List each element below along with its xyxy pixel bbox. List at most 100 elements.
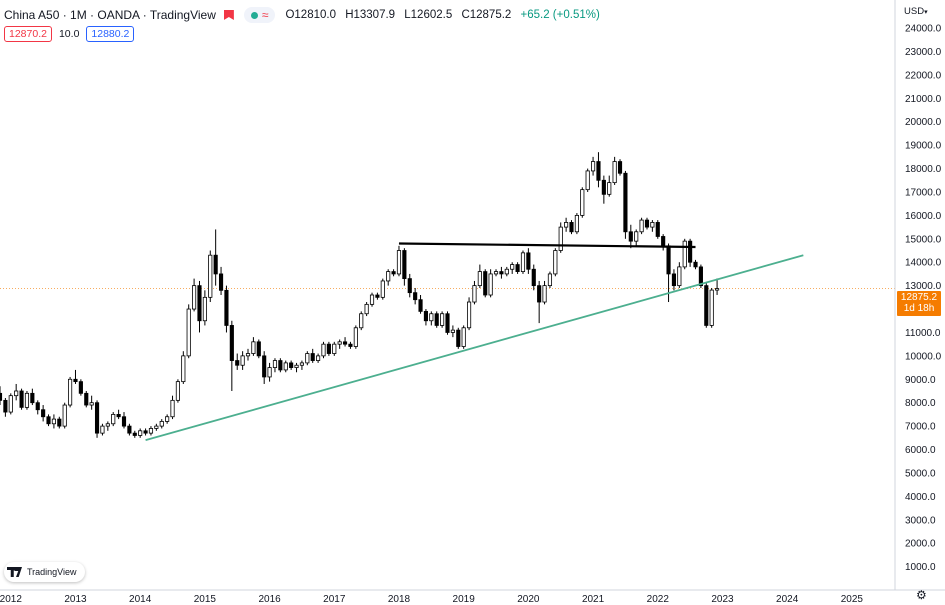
price-tick-label[interactable]: 6000.0 <box>905 445 936 456</box>
candle[interactable] <box>51 414 56 429</box>
candle[interactable] <box>192 278 197 312</box>
candle[interactable] <box>677 262 682 288</box>
candle[interactable] <box>310 348 315 363</box>
candle[interactable] <box>78 379 83 396</box>
price-tick-label[interactable]: 15000.0 <box>905 234 942 245</box>
ask-price-button[interactable]: 12880.2 <box>86 26 135 42</box>
candle[interactable] <box>693 259 698 270</box>
candle[interactable] <box>704 283 709 328</box>
price-tick-label[interactable]: 3000.0 <box>905 515 936 526</box>
price-tick-label[interactable]: 11000.0 <box>905 328 941 339</box>
time-axis-ticks[interactable]: 2012 2013 2014 2015 2016 2017 2018 2019 2020 2021… <box>0 594 863 605</box>
candle[interactable] <box>0 386 3 406</box>
candle[interactable] <box>321 341 326 359</box>
candle[interactable] <box>488 269 493 298</box>
time-tick-label[interactable]: 2023 <box>711 594 734 605</box>
candle[interactable] <box>299 360 304 370</box>
candle[interactable] <box>143 428 148 436</box>
candle[interactable] <box>450 325 455 338</box>
candle[interactable] <box>68 376 73 408</box>
candle[interactable] <box>542 280 547 305</box>
candle[interactable] <box>121 412 127 429</box>
candle[interactable] <box>607 175 612 197</box>
price-tick-label[interactable]: 16000.0 <box>905 211 942 222</box>
candle[interactable] <box>601 175 606 204</box>
candle[interactable] <box>671 269 677 291</box>
time-tick-label[interactable]: 2019 <box>453 594 476 605</box>
candle[interactable] <box>181 351 186 384</box>
candle[interactable] <box>111 412 116 427</box>
candle[interactable] <box>628 224 633 249</box>
price-tick-label[interactable]: 1000.0 <box>905 562 936 573</box>
candle[interactable] <box>445 311 450 335</box>
candle[interactable] <box>197 280 202 333</box>
time-tick-label[interactable]: 2025 <box>841 594 864 605</box>
price-tick-label[interactable]: 2000.0 <box>905 539 936 550</box>
candle[interactable] <box>515 262 520 274</box>
candle[interactable] <box>148 426 154 436</box>
time-tick-label[interactable]: 2020 <box>517 594 540 605</box>
candle[interactable] <box>558 222 563 253</box>
candle[interactable] <box>623 170 628 239</box>
candle[interactable] <box>41 405 46 422</box>
candle[interactable] <box>62 402 67 429</box>
candle[interactable] <box>132 430 137 438</box>
candle[interactable] <box>407 273 412 298</box>
market-status-pill[interactable]: ≈ <box>243 7 276 23</box>
price-tick-label[interactable]: 21000.0 <box>905 94 942 105</box>
price-tick-label[interactable]: 9000.0 <box>905 375 936 386</box>
candle[interactable] <box>289 360 294 370</box>
candle[interactable] <box>369 292 375 307</box>
candle[interactable] <box>267 362 272 382</box>
candle[interactable] <box>159 419 164 429</box>
candle[interactable] <box>569 220 574 235</box>
candle[interactable] <box>262 351 267 384</box>
candle[interactable] <box>510 262 515 274</box>
bid-price-button[interactable]: 12870.2 <box>4 26 52 42</box>
gear-icon[interactable]: ⚙ <box>916 588 927 602</box>
candle[interactable] <box>224 285 229 333</box>
time-tick-label[interactable]: 2021 <box>582 594 605 605</box>
candle[interactable] <box>19 388 24 410</box>
candle[interactable] <box>709 287 714 328</box>
candle[interactable] <box>30 388 35 406</box>
candle[interactable] <box>46 414 51 427</box>
candle[interactable] <box>14 383 19 401</box>
candle[interactable] <box>434 311 439 328</box>
candle[interactable] <box>326 341 331 356</box>
candle[interactable] <box>682 238 687 270</box>
price-tick-label[interactable]: 14000.0 <box>905 258 942 269</box>
candle[interactable] <box>483 269 488 298</box>
symbol-title[interactable]: China A50 · 1M · OANDA · TradingView <box>4 8 216 22</box>
time-tick-label[interactable]: 2012 <box>0 594 22 605</box>
candle[interactable] <box>547 271 553 288</box>
trendline-layer[interactable] <box>145 242 804 442</box>
candle[interactable] <box>283 360 288 373</box>
time-tick-label[interactable]: 2018 <box>388 594 411 605</box>
support-trendline[interactable] <box>145 254 804 442</box>
candle[interactable] <box>332 341 337 356</box>
candle[interactable] <box>3 398 8 417</box>
candle[interactable] <box>138 428 143 438</box>
candle[interactable] <box>251 337 256 356</box>
candle[interactable] <box>305 351 310 366</box>
candle[interactable] <box>100 423 105 436</box>
candle[interactable] <box>655 220 660 239</box>
candle[interactable] <box>493 269 499 277</box>
candle[interactable] <box>208 250 213 303</box>
candle[interactable] <box>213 229 218 286</box>
candle[interactable] <box>294 362 299 373</box>
candle[interactable] <box>316 353 321 363</box>
candle[interactable] <box>89 395 94 410</box>
candle[interactable] <box>564 217 569 232</box>
flag-icon[interactable] <box>223 10 234 20</box>
price-tick-label[interactable]: 7000.0 <box>905 422 936 433</box>
candle[interactable] <box>154 423 159 431</box>
candle[interactable] <box>661 234 666 251</box>
time-tick-label[interactable]: 2022 <box>647 594 670 605</box>
candle[interactable] <box>57 416 62 429</box>
price-tick-label[interactable]: 5000.0 <box>905 468 936 479</box>
time-tick-label[interactable]: 2017 <box>323 594 346 605</box>
candle[interactable] <box>634 229 639 246</box>
